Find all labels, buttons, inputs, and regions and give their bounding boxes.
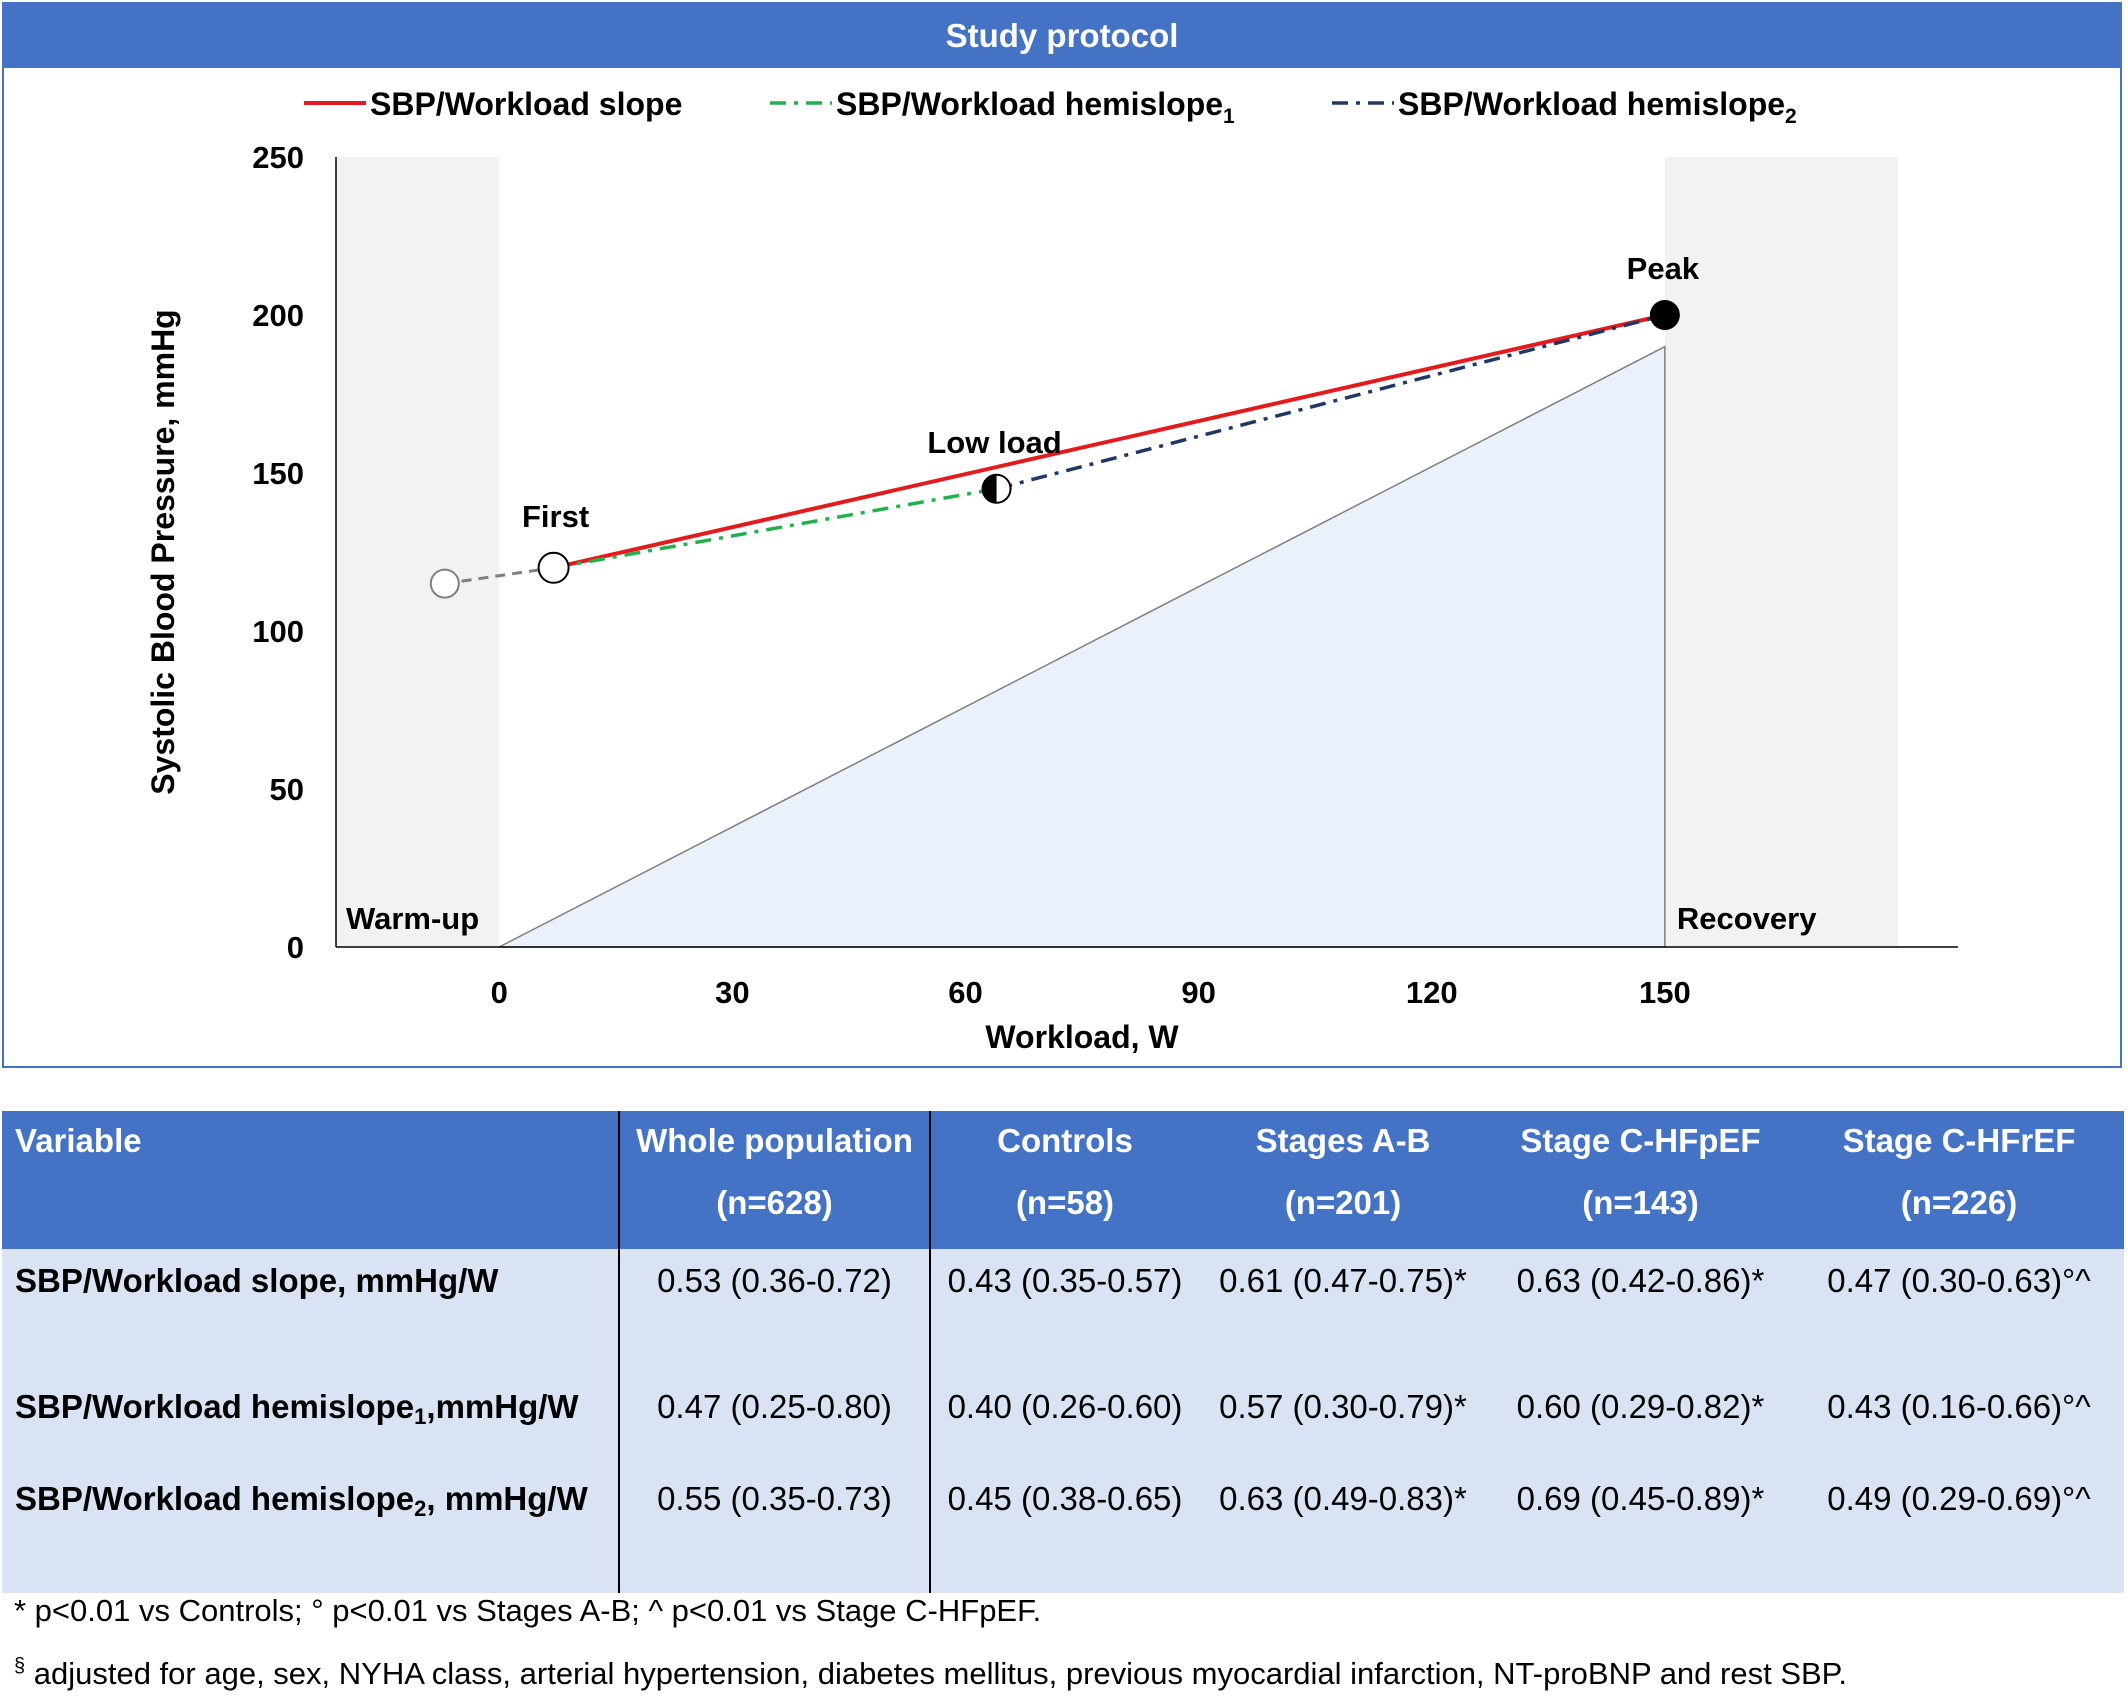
legend-label: SBP/Workload hemislope2 — [1398, 86, 1797, 128]
table-cell: 0.69 (0.45-0.89)* — [1487, 1459, 1794, 1593]
table-header-row: Variable Whole population (n=628) Control… — [2, 1111, 2124, 1249]
point-label-peak: Peak — [1627, 251, 1700, 286]
y-tick-label: 100 — [252, 614, 304, 649]
first-marker — [537, 551, 570, 584]
table-cell: 0.47 (0.30-0.63)°^ — [1794, 1249, 2124, 1354]
y-tick-label: 200 — [252, 298, 304, 333]
results-table: Variable Whole population (n=628) Control… — [2, 1111, 2125, 1593]
x-tick-label: 30 — [715, 975, 749, 1010]
y-tick-label: 0 — [287, 930, 304, 965]
table-cell: 0.61 (0.47-0.75)* — [1199, 1249, 1487, 1354]
warmup-band — [336, 157, 500, 947]
series-line — [553, 313, 1666, 570]
recovery-band — [1664, 157, 1898, 947]
figure-panel: Study protocol 0 50 100 150 200 250 0 30 60 90 120… — [2, 2, 2122, 1068]
y-tick-label: 250 — [252, 140, 304, 175]
header-stages-a-b: Stages A-B (n=201) — [1199, 1111, 1487, 1249]
x-tick-label: 60 — [948, 975, 982, 1010]
row-label: SBP/Workload hemislope1,mmHg/W — [2, 1354, 619, 1459]
header-stage-c-hfref: Stage C-HFrEF (n=226) — [1794, 1111, 2124, 1249]
row-label: SBP/Workload slope, mmHg/W — [2, 1249, 619, 1354]
header-whole-population: Whole population (n=628) — [618, 1111, 930, 1249]
table-row: SBP/Workload hemislope2, mmHg/W 0.55 (0.… — [2, 1459, 2124, 1593]
y-tick-label: 50 — [270, 772, 304, 807]
point-label-low-load: Low load — [927, 425, 1061, 460]
x-tick-label: 0 — [491, 975, 508, 1010]
header-controls: Controls (n=58) — [929, 1111, 1199, 1249]
y-axis-title: Systolic Blood Pressure, mmHg — [145, 309, 181, 794]
x-tick-label: 90 — [1181, 975, 1215, 1010]
banner-title: Study protocol — [4, 4, 2120, 68]
table-cell: 0.53 (0.36-0.72) — [618, 1249, 930, 1354]
x-tick-label: 150 — [1639, 975, 1691, 1010]
header-stage-c-hfpef: Stage C-HFpEF (n=143) — [1487, 1111, 1794, 1249]
warmup-marker — [429, 568, 460, 599]
workload-ramp — [498, 345, 1666, 948]
y-tick-label: 150 — [252, 456, 304, 491]
x-axis-title: Workload, W — [985, 1019, 1179, 1055]
table-cell: 0.55 (0.35-0.73) — [618, 1459, 930, 1593]
table-cell: 0.60 (0.29-0.82)* — [1487, 1354, 1794, 1459]
table-row: SBP/Workload hemislope1,mmHg/W 0.47 (0.2… — [2, 1354, 2124, 1459]
series-line — [996, 313, 1666, 491]
table-cell: 0.43 (0.35-0.57) — [929, 1249, 1199, 1354]
x-tick-label: 120 — [1406, 975, 1458, 1010]
peak-marker — [1649, 300, 1680, 330]
row-label: SBP/Workload hemislope2, mmHg/W — [2, 1459, 619, 1593]
recovery-label: Recovery — [1677, 901, 1817, 936]
legend-label: SBP/Workload slope — [370, 86, 682, 122]
lowload-marker-half — [982, 474, 997, 503]
point-label-first: First — [522, 499, 589, 534]
table-cell: 0.63 (0.42-0.86)* — [1487, 1249, 1794, 1354]
warmup-label: Warm-up — [346, 901, 479, 936]
table-cell: 0.57 (0.30-0.79)* — [1199, 1354, 1487, 1459]
footnote-significance: * p<0.01 vs Controls; ° p<0.01 vs Stages… — [14, 1593, 1042, 1628]
footnote-adjustment: § adjusted for age, sex, NYHA class, art… — [14, 1655, 1847, 1691]
table-cell: 0.47 (0.25-0.80) — [618, 1354, 930, 1459]
table-cell: 0.45 (0.38-0.65) — [929, 1459, 1199, 1593]
legend-label: SBP/Workload hemislope1 — [836, 86, 1235, 128]
warmup-connector — [444, 566, 554, 586]
series-line — [553, 487, 997, 570]
chart: 0 50 100 150 200 250 0 30 60 90 120 150 Workload, W S… — [145, 86, 1958, 1055]
table-cell: 0.43 (0.16-0.66)°^ — [1794, 1354, 2124, 1459]
header-variable: Variable — [2, 1111, 619, 1249]
table-cell: 0.63 (0.49-0.83)* — [1199, 1459, 1487, 1593]
table-row: SBP/Workload slope, mmHg/W 0.53 (0.36-0.… — [2, 1249, 2124, 1354]
table-cell: 0.40 (0.26-0.60) — [929, 1354, 1199, 1459]
table-cell: 0.49 (0.29-0.69)°^ — [1794, 1459, 2124, 1593]
